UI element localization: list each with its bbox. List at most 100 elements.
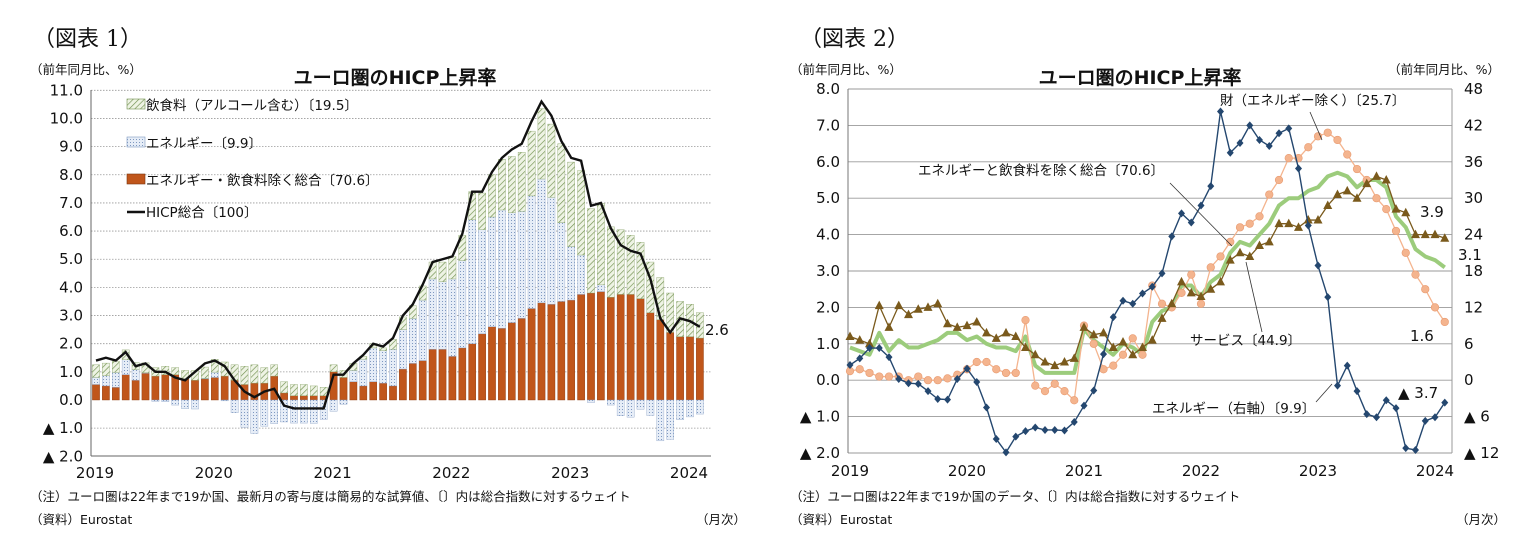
point-energy xyxy=(1002,448,1010,457)
point-goods xyxy=(972,357,981,367)
x-tick-label: 2019 xyxy=(831,462,869,480)
point-goods xyxy=(923,376,933,385)
point-services xyxy=(1060,357,1069,366)
point-energy xyxy=(963,364,971,373)
y-tick-label: 2.0 xyxy=(816,298,840,316)
legend-label-hicp: HICP総合〔100〕 xyxy=(146,205,257,221)
point-energy xyxy=(1109,313,1117,322)
point-energy xyxy=(1256,135,1263,144)
bar-core xyxy=(636,298,645,401)
point-energy xyxy=(1285,124,1293,133)
y-tick-label: 6.0 xyxy=(816,153,840,171)
point-goods xyxy=(1284,154,1293,163)
bar-energy xyxy=(488,216,496,328)
y2-tick-label: 0 xyxy=(1464,371,1474,389)
bar-energy xyxy=(240,399,249,428)
bar-energy xyxy=(587,399,595,403)
point-energy xyxy=(1129,299,1137,308)
chart-2-y2-axis-label: （前年同月比、%） xyxy=(1388,62,1500,77)
point-services xyxy=(943,318,952,328)
bar-food xyxy=(250,364,259,384)
point-services xyxy=(1089,329,1099,339)
bar-core xyxy=(290,395,298,401)
point-energy xyxy=(934,395,942,404)
point-goods xyxy=(1235,223,1245,232)
bar-energy xyxy=(438,281,447,350)
bar-energy xyxy=(359,358,368,387)
point-energy xyxy=(1226,148,1234,157)
bar-food xyxy=(626,235,635,295)
point-energy xyxy=(1022,427,1029,436)
bar-energy xyxy=(161,399,170,402)
point-services xyxy=(1196,291,1206,300)
point-goods xyxy=(1060,387,1069,396)
x-tick-label: 2021 xyxy=(1065,462,1103,480)
bar-energy xyxy=(458,260,467,349)
point-goods xyxy=(1430,303,1440,312)
point-services xyxy=(972,316,982,326)
bar-food xyxy=(567,161,575,247)
bar-energy xyxy=(102,375,110,387)
bar-core xyxy=(389,385,397,401)
point-energy xyxy=(846,361,854,370)
bar-energy xyxy=(379,350,387,384)
bar-core xyxy=(616,294,625,401)
point-services xyxy=(1118,336,1128,346)
y-tick-label: 2.0 xyxy=(59,335,83,353)
bar-core xyxy=(191,380,199,401)
point-services xyxy=(1050,360,1060,370)
point-services xyxy=(962,320,972,330)
point-goods xyxy=(933,376,942,385)
y2-tick-label: ▲ 6 xyxy=(1464,408,1490,426)
point-services xyxy=(1440,233,1450,242)
bar-energy xyxy=(369,347,378,382)
point-services xyxy=(923,302,933,311)
x-tick-label: 2022 xyxy=(432,464,470,482)
bar-core xyxy=(111,387,120,401)
point-energy xyxy=(1334,381,1341,390)
bar-food xyxy=(508,156,516,213)
bar-core xyxy=(557,301,566,401)
point-services xyxy=(1040,357,1050,366)
annotation-goods: 財（エネルギー除く）〔25.7〕 xyxy=(1220,93,1405,109)
point-services xyxy=(1099,327,1108,337)
point-services xyxy=(1245,251,1255,260)
y-tick-label: 1.0 xyxy=(59,363,83,381)
bar-food xyxy=(310,385,318,396)
y2-tick-label: 18 xyxy=(1464,262,1483,280)
bar-core xyxy=(517,318,526,401)
point-goods xyxy=(914,372,923,381)
point-services xyxy=(933,298,943,308)
point-energy xyxy=(1402,444,1410,453)
bar-core xyxy=(438,349,447,401)
bar-core xyxy=(607,297,615,401)
point-energy xyxy=(1139,289,1146,298)
bar-food xyxy=(547,123,556,198)
y-tick-label: 6.0 xyxy=(59,222,83,240)
x-tick-label: 2020 xyxy=(948,462,986,480)
bar-food xyxy=(587,208,595,294)
bar-energy xyxy=(250,399,259,434)
bar-core xyxy=(349,381,358,401)
bar-core xyxy=(696,337,704,401)
bar-energy xyxy=(290,399,298,424)
bar-energy xyxy=(191,399,199,410)
point-energy xyxy=(1363,410,1371,419)
bar-core xyxy=(537,302,546,401)
point-goods xyxy=(1177,288,1186,297)
annotation-goods-leader xyxy=(1309,111,1323,141)
bar-food xyxy=(280,381,288,394)
y-tick-label: 0.0 xyxy=(59,391,83,409)
legend-swatch-core xyxy=(126,173,146,185)
point-energy xyxy=(875,344,883,353)
line-hicp xyxy=(95,99,701,410)
point-energy xyxy=(1295,164,1302,173)
point-services xyxy=(1001,327,1011,337)
y2-tick-label: 12 xyxy=(1464,298,1483,316)
point-goods xyxy=(884,372,894,381)
bar-core xyxy=(656,319,665,401)
chart-2-annotations: 財（エネルギー除く）〔25.7〕 エネルギーと飲食料を除く総合〔70.6〕 サー… xyxy=(918,93,1482,417)
bar-energy xyxy=(220,399,229,402)
annotation-services: サービス〔44.9〕 xyxy=(1190,333,1301,349)
point-energy xyxy=(885,353,893,362)
